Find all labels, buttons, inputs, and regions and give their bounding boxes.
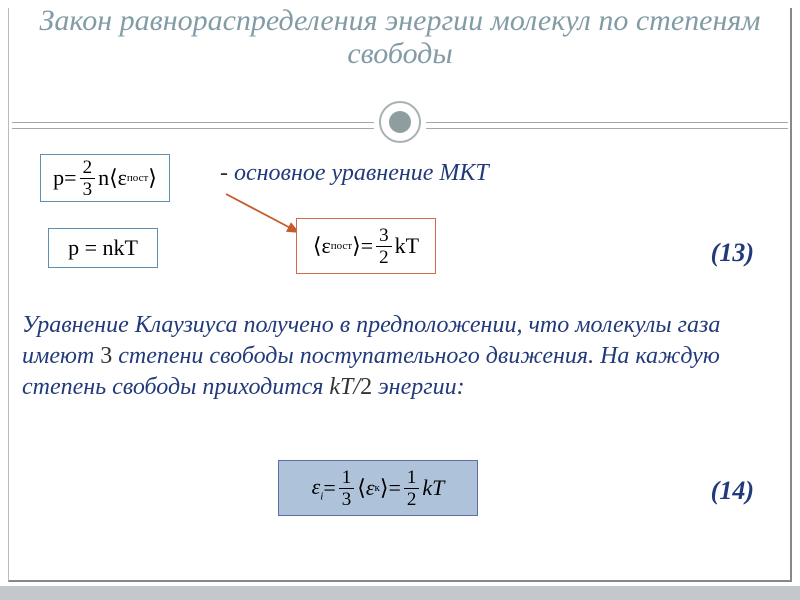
paragraph-clausius: Уравнение Клаузиуса получено в предполож…: [22, 310, 778, 404]
angle-bracket: ⟩: [352, 233, 361, 259]
angle-bracket: ⟨: [357, 475, 366, 501]
fraction-3-2: 3 2: [376, 226, 392, 267]
number-3: 3: [100, 343, 112, 369]
equals: =: [361, 233, 373, 259]
para-text-3: энергии:: [372, 374, 465, 400]
kT: kT: [395, 233, 419, 259]
formula-eps-i: εi = 1 3 ⟨εк⟩ = 1 2 kT: [278, 460, 478, 516]
var-epsilon: ε: [118, 165, 127, 191]
kT-over-2: kT/2: [329, 374, 372, 400]
var-epsilon-i: εi: [312, 474, 324, 502]
equation-number-13: (13): [711, 238, 754, 268]
angle-bracket: ⟩: [380, 475, 389, 501]
equals: =: [323, 475, 335, 501]
slide: Закон равнораспределения энергии молекул…: [0, 0, 800, 600]
formula-p-nkt: p = nkT: [48, 228, 158, 268]
subscript-post: пост: [127, 172, 148, 184]
angle-bracket: ⟩: [148, 165, 157, 191]
bottom-bar: [0, 586, 800, 600]
kT: kT: [422, 475, 444, 501]
fraction-2-3: 2 3: [80, 158, 96, 199]
caption-dash: -: [220, 160, 234, 186]
var-epsilon: ε: [322, 233, 331, 259]
angle-bracket: ⟨: [109, 165, 118, 191]
var-p: p: [53, 165, 64, 191]
equals: =: [388, 475, 400, 501]
subscript-post: пост: [331, 240, 352, 252]
formula-eps-post: ⟨εпост⟩ = 3 2 kT: [296, 218, 436, 274]
var-n: n: [98, 165, 109, 191]
equation-number-14: (14): [711, 476, 754, 506]
fraction-1-2: 1 2: [404, 468, 420, 509]
caption-text: основное уравнение МКТ: [234, 160, 489, 186]
var-epsilon-k: ε: [366, 475, 375, 501]
formula-mkt-main: p = 2 3 n ⟨εпост⟩: [40, 154, 170, 202]
formula-text: p = nkT: [68, 235, 138, 261]
caption-mkt: - основное уравнение МКТ: [220, 160, 489, 187]
angle-bracket: ⟨: [313, 233, 322, 259]
divider-ornament: [374, 96, 426, 148]
fraction-1-3: 1 3: [339, 468, 355, 509]
equals: =: [64, 165, 76, 191]
slide-title: Закон равнораспределения энергии молекул…: [0, 4, 800, 70]
